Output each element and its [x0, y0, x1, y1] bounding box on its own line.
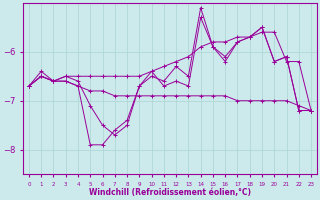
- X-axis label: Windchill (Refroidissement éolien,°C): Windchill (Refroidissement éolien,°C): [89, 188, 251, 197]
